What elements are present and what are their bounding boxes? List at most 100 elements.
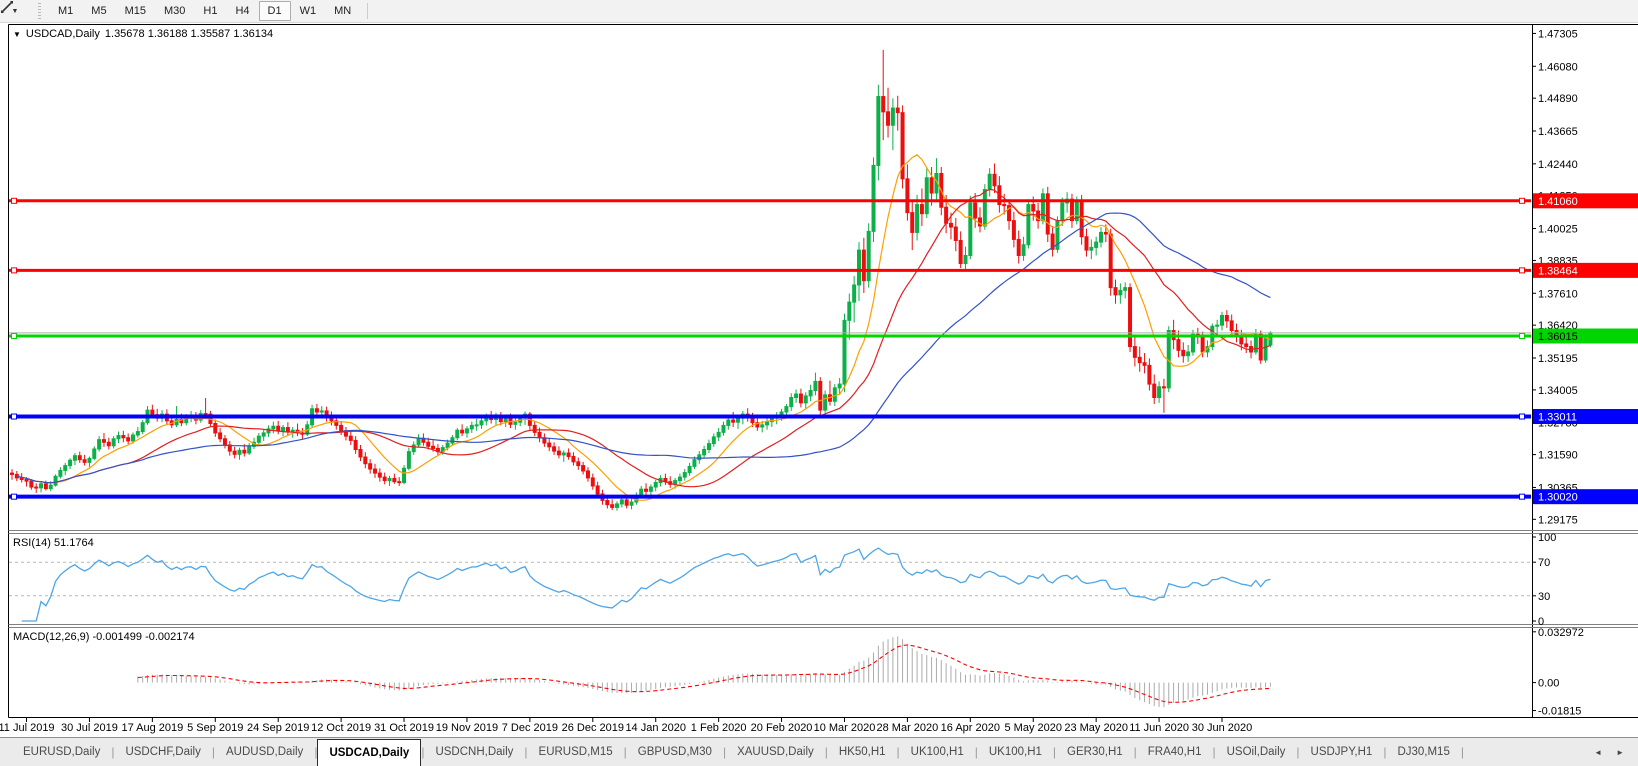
tab-separator: | xyxy=(1052,745,1057,759)
tab-scroll-left-icon[interactable]: ◄ xyxy=(1594,747,1603,757)
toolbar-separator xyxy=(367,3,369,19)
chart-window: 1.473051.460801.448901.436651.424401.412… xyxy=(0,22,1638,737)
chart-tab-gbpusd-m30[interactable]: GBPUSD,M30 xyxy=(637,746,712,758)
tab-separator: | xyxy=(211,745,215,759)
timeframe-button-mn[interactable]: MN xyxy=(334,5,352,17)
chart-tab-dj30-m15[interactable]: DJ30,M15 xyxy=(1397,746,1450,758)
top-toolbar: ▼ M1 M5 M15 M30 H1 H4 D1 W1 MN xyxy=(0,0,1638,23)
line-handle[interactable] xyxy=(11,333,17,340)
tab-separator: | xyxy=(722,745,727,759)
chart-tab-usdjpy-h1[interactable]: USDJPY,H1 xyxy=(1310,746,1373,758)
svg-text:11 Jul 2019: 11 Jul 2019 xyxy=(0,722,55,734)
svg-text:1.29175: 1.29175 xyxy=(1538,514,1578,526)
svg-text:1.40025: 1.40025 xyxy=(1538,224,1578,236)
svg-text:1.47305: 1.47305 xyxy=(1538,28,1578,40)
price-level-badge xyxy=(1533,409,1638,425)
svg-text:16 Apr 2020: 16 Apr 2020 xyxy=(941,722,1000,734)
svg-text:1.36015: 1.36015 xyxy=(1538,331,1578,343)
line-style-tool-button[interactable]: ▼ xyxy=(0,1,30,21)
svg-text:7 Dec 2019: 7 Dec 2019 xyxy=(502,722,558,734)
tab-separator: | xyxy=(1460,745,1464,759)
chart-title-bar[interactable]: ▼ USDCAD,Daily 1.35678 1.36188 1.35587 1… xyxy=(13,28,273,40)
chart-tab-fra40-h1[interactable]: FRA40,H1 xyxy=(1147,746,1202,758)
chart-tab-usoil-daily[interactable]: USOil,Daily xyxy=(1226,746,1286,758)
svg-text:1.30020: 1.30020 xyxy=(1538,492,1578,504)
line-handle[interactable] xyxy=(1519,493,1525,500)
toolbar-drag-handle[interactable] xyxy=(38,3,41,19)
dropdown-caret-icon: ▼ xyxy=(11,7,19,15)
line-handle[interactable] xyxy=(11,413,17,420)
svg-text:5 Sep 2019: 5 Sep 2019 xyxy=(187,722,243,734)
svg-text:17 Aug 2019: 17 Aug 2019 xyxy=(121,722,183,734)
svg-text:1.41060: 1.41060 xyxy=(1538,196,1578,208)
tab-separator: | xyxy=(1383,745,1387,759)
svg-text:1.33011: 1.33011 xyxy=(1538,412,1577,424)
svg-text:1.31590: 1.31590 xyxy=(1538,450,1578,462)
svg-text:5 May 2020: 5 May 2020 xyxy=(1004,722,1061,734)
svg-text:30 Jun 2020: 30 Jun 2020 xyxy=(1192,722,1253,734)
line-handle[interactable] xyxy=(1519,413,1525,420)
svg-text:1 Feb 2020: 1 Feb 2020 xyxy=(691,722,747,734)
timeframe-button-m30[interactable]: M30 xyxy=(163,5,186,17)
tab-separator: | xyxy=(1212,745,1216,759)
tab-bar-lead-space xyxy=(0,738,12,766)
svg-text:-0.01815: -0.01815 xyxy=(1538,706,1581,718)
svg-text:24 Sep 2019: 24 Sep 2019 xyxy=(247,722,309,734)
timeframe-button-m15[interactable]: M15 xyxy=(124,5,146,17)
chart-tab-ger30-h1[interactable]: GER30,H1 xyxy=(1067,746,1123,758)
timeframe-button-h1[interactable]: H1 xyxy=(203,5,218,17)
moving-average-sma-slow xyxy=(16,212,1271,484)
chart-tab-usdcnh-daily[interactable]: USDCNH,Daily xyxy=(435,746,514,758)
svg-text:28 Mar 2020: 28 Mar 2020 xyxy=(877,722,939,734)
svg-text:1.43665: 1.43665 xyxy=(1538,126,1578,138)
tab-scroll-right-icon[interactable]: ► xyxy=(1616,747,1624,757)
moving-average-sma-fast xyxy=(16,154,1271,501)
tab-separator: | xyxy=(314,745,318,759)
chart-tab-eurusd-m15[interactable]: EURUSD,M15 xyxy=(538,746,613,758)
chart-tab-usdcad-daily[interactable]: USDCAD,Daily xyxy=(317,739,422,766)
svg-text:0.032972: 0.032972 xyxy=(1538,627,1584,639)
chart-tab-hk50-h1[interactable]: HK50,H1 xyxy=(838,746,886,758)
line-style-tool-icon xyxy=(1,1,13,13)
price-level-badge xyxy=(1533,262,1638,278)
tab-separator: | xyxy=(1133,745,1137,759)
svg-text:1.42440: 1.42440 xyxy=(1538,159,1578,171)
line-handle[interactable] xyxy=(11,493,17,500)
timeframe-button-m5[interactable]: M5 xyxy=(91,5,107,17)
line-handle[interactable] xyxy=(11,267,17,274)
line-handle[interactable] xyxy=(11,197,17,204)
chart-tab-eurusd-daily[interactable]: EURUSD,Daily xyxy=(23,746,101,758)
svg-text:31 Oct 2019: 31 Oct 2019 xyxy=(374,722,434,734)
line-handle[interactable] xyxy=(1519,333,1525,340)
svg-text:1.46080: 1.46080 xyxy=(1538,61,1578,73)
chart-tab-xauusd-daily[interactable]: XAUUSD,Daily xyxy=(737,746,814,758)
tab-separator: | xyxy=(974,745,978,759)
rsi-indicator-label: RSI(14) 51.1764 xyxy=(13,537,94,549)
macd-histogram xyxy=(137,636,1271,708)
chart-tab-uk100-h1[interactable]: UK100,H1 xyxy=(988,746,1042,758)
svg-text:1.37610: 1.37610 xyxy=(1538,288,1578,300)
candlestick-series xyxy=(10,49,1273,511)
timeframe-button-m1[interactable]: M1 xyxy=(58,5,74,17)
line-handle[interactable] xyxy=(1519,267,1525,274)
svg-text:20 Feb 2020: 20 Feb 2020 xyxy=(751,722,813,734)
timeframe-button-d1[interactable]: D1 xyxy=(258,1,291,21)
svg-text:1.34005: 1.34005 xyxy=(1538,385,1578,397)
chart-symbol-title: USDCAD,Daily xyxy=(25,28,100,40)
price-level-badge xyxy=(1533,328,1638,344)
svg-text:1.44890: 1.44890 xyxy=(1538,93,1578,105)
price-level-badge xyxy=(1533,489,1638,505)
chart-collapse-icon[interactable]: ▼ xyxy=(13,29,21,39)
timeframe-button-h4[interactable]: H4 xyxy=(235,5,250,17)
tab-separator: | xyxy=(623,745,627,759)
chart-tab-uk100-h1[interactable]: UK100,H1 xyxy=(910,746,964,758)
line-handle[interactable] xyxy=(1519,197,1525,204)
timeframe-button-w1[interactable]: W1 xyxy=(299,5,317,17)
tab-separator: | xyxy=(111,745,115,759)
svg-text:11 Jun 2020: 11 Jun 2020 xyxy=(1129,722,1189,734)
chart-tab-usdchf-daily[interactable]: USDCHF,Daily xyxy=(125,746,201,758)
svg-text:1.38464: 1.38464 xyxy=(1538,265,1578,277)
rsi-line xyxy=(21,547,1271,622)
chart-tab-audusd-daily[interactable]: AUDUSD,Daily xyxy=(225,746,304,758)
chart-canvas[interactable]: 1.473051.460801.448901.436651.424401.412… xyxy=(0,22,1638,737)
